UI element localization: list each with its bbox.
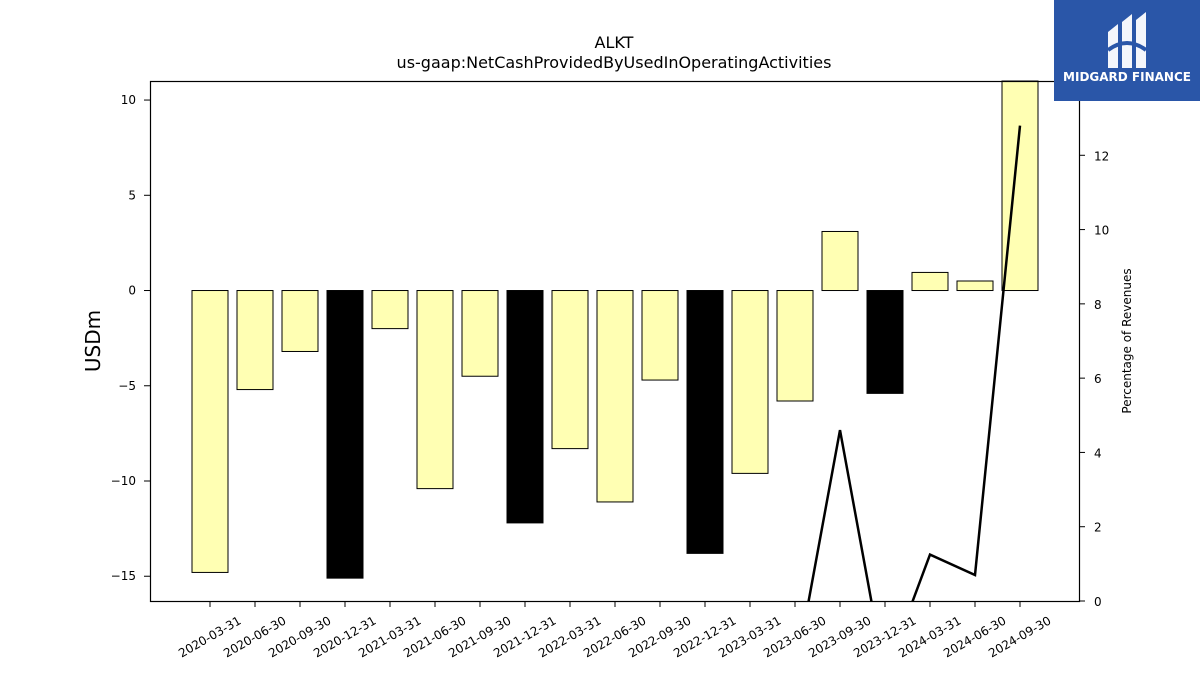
y2-tick-label: 10 bbox=[1094, 224, 1109, 238]
bar bbox=[911, 271, 949, 292]
bar bbox=[326, 290, 364, 579]
bar bbox=[461, 290, 499, 377]
bar bbox=[596, 290, 634, 503]
y2-tick-label: 8 bbox=[1094, 298, 1102, 312]
plot-frame bbox=[149, 80, 1081, 603]
bars bbox=[191, 80, 1039, 579]
midgard-logo-icon bbox=[1106, 12, 1148, 68]
bar bbox=[956, 280, 994, 292]
bar bbox=[686, 290, 724, 554]
bar bbox=[821, 230, 859, 292]
left-axis: −15 −10 −5 0 5 10 bbox=[111, 93, 150, 583]
y2-tick-label: 6 bbox=[1094, 372, 1102, 386]
y-axis-label: USDm bbox=[81, 310, 105, 372]
y-tick-label: −5 bbox=[118, 379, 136, 393]
chart-title: ALKT bbox=[595, 33, 634, 52]
bar bbox=[371, 290, 409, 330]
chart-subtitle: us-gaap:NetCashProvidedByUsedInOperating… bbox=[397, 53, 832, 72]
y-tick-label: 5 bbox=[128, 188, 136, 202]
bar bbox=[731, 290, 769, 474]
y-tick-label: −10 bbox=[111, 474, 136, 488]
y2-axis-label: Percentage of Revenues bbox=[1120, 268, 1134, 413]
bar bbox=[641, 290, 679, 381]
y2-tick-label: 12 bbox=[1094, 149, 1109, 163]
y-tick-label: 0 bbox=[128, 284, 136, 298]
bar bbox=[551, 290, 589, 450]
bar bbox=[866, 290, 904, 394]
bar bbox=[236, 290, 274, 391]
line-layer bbox=[807, 125, 1022, 601]
bar bbox=[281, 290, 319, 352]
bar bbox=[506, 290, 544, 524]
y2-tick-label: 2 bbox=[1094, 521, 1102, 535]
brand-name: MIDGARD FINANCE bbox=[1063, 70, 1191, 84]
y2-tick-label: 4 bbox=[1094, 446, 1102, 460]
y2-tick-label: 0 bbox=[1094, 595, 1102, 609]
series-line bbox=[807, 125, 1022, 601]
y-tick-label: −15 bbox=[111, 569, 136, 583]
bar bbox=[776, 290, 814, 402]
y-tick-label: 10 bbox=[121, 93, 136, 107]
bar bbox=[191, 290, 229, 573]
bar bbox=[416, 290, 454, 490]
x-axis: 2020-03-312020-06-302020-09-302020-12-31… bbox=[176, 601, 1054, 660]
brand-logo: MIDGARD FINANCE bbox=[1054, 0, 1200, 101]
right-axis: 02468101214 bbox=[1079, 75, 1109, 609]
